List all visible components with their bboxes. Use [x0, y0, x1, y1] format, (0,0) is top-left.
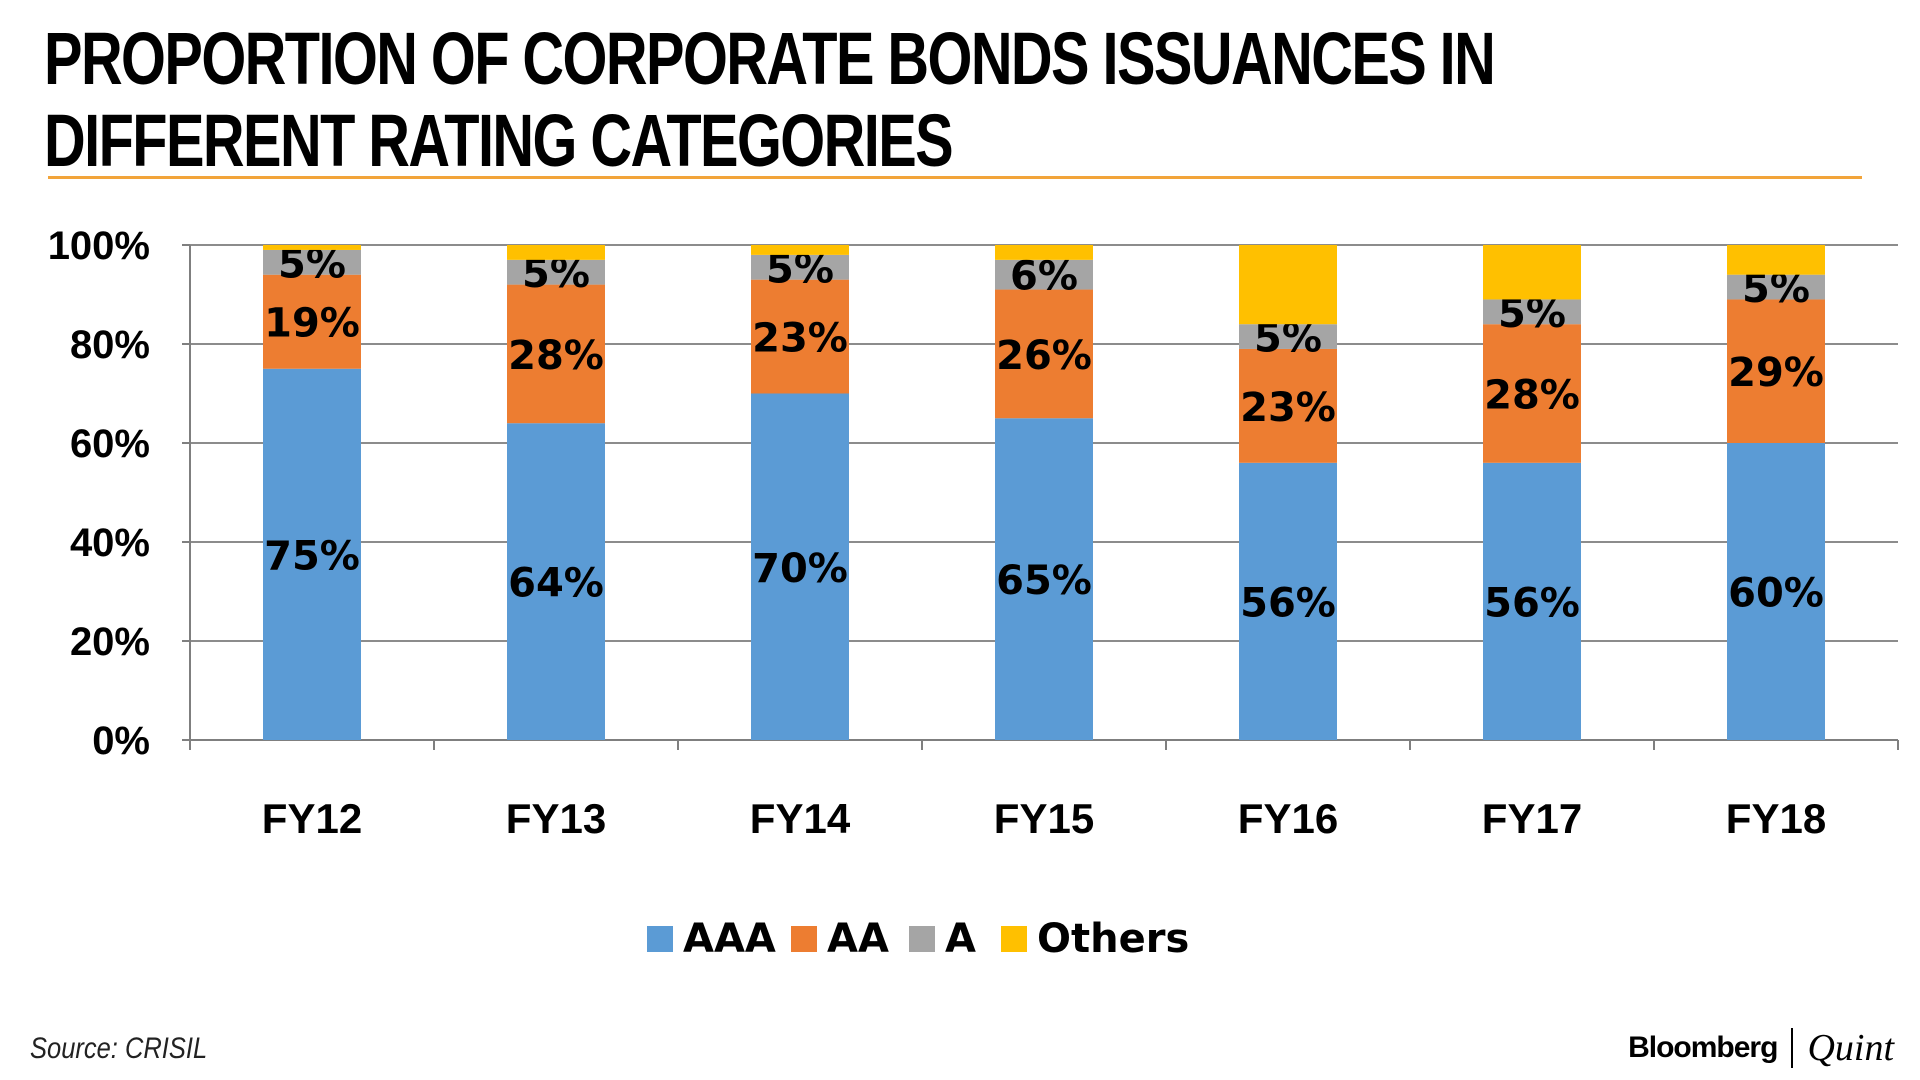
data-label-aaa-fy12: 75%	[264, 533, 360, 579]
bar-a-fy16	[1239, 324, 1337, 349]
bar-others-fy12	[263, 245, 361, 250]
bar-others-fy18	[1727, 245, 1825, 275]
x-tick-label-fy15: FY15	[994, 795, 1094, 842]
data-label-a-fy15: 6%	[1010, 254, 1078, 300]
bar-aa-fy12	[263, 274, 361, 369]
bar-a-fy17	[1483, 299, 1581, 325]
source-note: Source: CRISIL	[30, 1032, 208, 1065]
bar-aa-fy14	[751, 279, 849, 394]
brand-separator	[1791, 1028, 1794, 1068]
data-label-aa-fy17: 28%	[1484, 373, 1580, 419]
data-label-aa-fy13: 28%	[508, 333, 604, 379]
y-tick-label-40: 40%	[70, 521, 150, 565]
legend-swatch-others	[1001, 926, 1027, 952]
brand-logo-right: Quint	[1807, 1027, 1894, 1069]
bar-others-fy14	[751, 245, 849, 255]
legend-label-others: Others	[1037, 916, 1189, 962]
bar-aa-fy15	[995, 289, 1093, 419]
x-tick-label-fy16: FY16	[1238, 795, 1338, 842]
data-label-aa-fy12: 19%	[264, 301, 360, 347]
bar-a-fy14	[751, 254, 849, 280]
data-label-aaa-fy16: 56%	[1240, 580, 1336, 626]
data-label-aa-fy16: 23%	[1240, 385, 1336, 431]
x-tick-label-fy18: FY18	[1726, 795, 1826, 842]
bar-aa-fy17	[1483, 324, 1581, 463]
data-label-aaa-fy17: 56%	[1484, 580, 1580, 626]
chart-title-line-2: DIFFERENT RATING CATEGORIES	[44, 99, 954, 182]
y-tick-label-60: 60%	[70, 422, 150, 466]
data-label-aaa-fy13: 64%	[508, 561, 604, 607]
legend-label-aaa: AAA	[683, 916, 776, 962]
bar-a-fy13	[507, 259, 605, 285]
x-tick-label-fy12: FY12	[262, 795, 362, 842]
data-label-aaa-fy18: 60%	[1728, 571, 1824, 617]
legend-label-a: A	[945, 916, 976, 962]
bar-others-fy15	[995, 245, 1093, 260]
brand-logo-left: Bloomberg	[1628, 1031, 1778, 1064]
bar-aa-fy16	[1239, 348, 1337, 463]
x-tick-label-fy13: FY13	[506, 795, 606, 842]
bar-aaa-fy17	[1483, 462, 1581, 740]
data-label-aaa-fy14: 70%	[752, 546, 848, 592]
bar-aaa-fy12	[263, 368, 361, 740]
legend-swatch-aa	[791, 926, 817, 952]
bar-aaa-fy13	[507, 423, 605, 740]
bar-others-fy17	[1483, 245, 1581, 300]
y-tick-label-20: 20%	[70, 620, 150, 664]
bar-aaa-fy15	[995, 418, 1093, 740]
bar-a-fy18	[1727, 274, 1825, 300]
chart-title-line-1: PROPORTION OF CORPORATE BONDS ISSUANCES …	[44, 17, 1496, 100]
y-tick-label-0: 0%	[92, 719, 150, 763]
x-tick-label-fy17: FY17	[1482, 795, 1582, 842]
bar-others-fy16	[1239, 245, 1337, 325]
data-label-aa-fy14: 23%	[752, 316, 848, 362]
title-divider	[48, 176, 1862, 179]
brand-logo: Bloomberg Quint	[1628, 1026, 1894, 1070]
chart-title: PROPORTION OF CORPORATE BONDS ISSUANCES …	[44, 17, 1496, 182]
data-label-aa-fy15: 26%	[996, 333, 1092, 379]
y-tick-label-100: 100%	[48, 224, 150, 268]
data-label-aa-fy18: 29%	[1728, 350, 1824, 396]
bar-a-fy12	[263, 249, 361, 275]
bar-a-fy15	[995, 259, 1093, 290]
legend-swatch-aaa	[647, 926, 673, 952]
legend-swatch-a	[909, 926, 935, 952]
bar-aaa-fy16	[1239, 462, 1337, 740]
bar-aa-fy13	[507, 284, 605, 424]
bar-aaa-fy18	[1727, 443, 1825, 740]
x-tick-label-fy14: FY14	[750, 795, 851, 842]
y-tick-label-80: 80%	[70, 323, 150, 367]
data-label-aaa-fy15: 65%	[996, 558, 1092, 604]
bar-aaa-fy14	[751, 393, 849, 740]
bar-others-fy13	[507, 245, 605, 260]
bar-aa-fy18	[1727, 299, 1825, 443]
legend-label-aa: AA	[827, 916, 889, 962]
stacked-bar-chart: 0%20%40%60%80%100%75%19%5%FY1264%28%5%FY…	[48, 224, 1899, 962]
